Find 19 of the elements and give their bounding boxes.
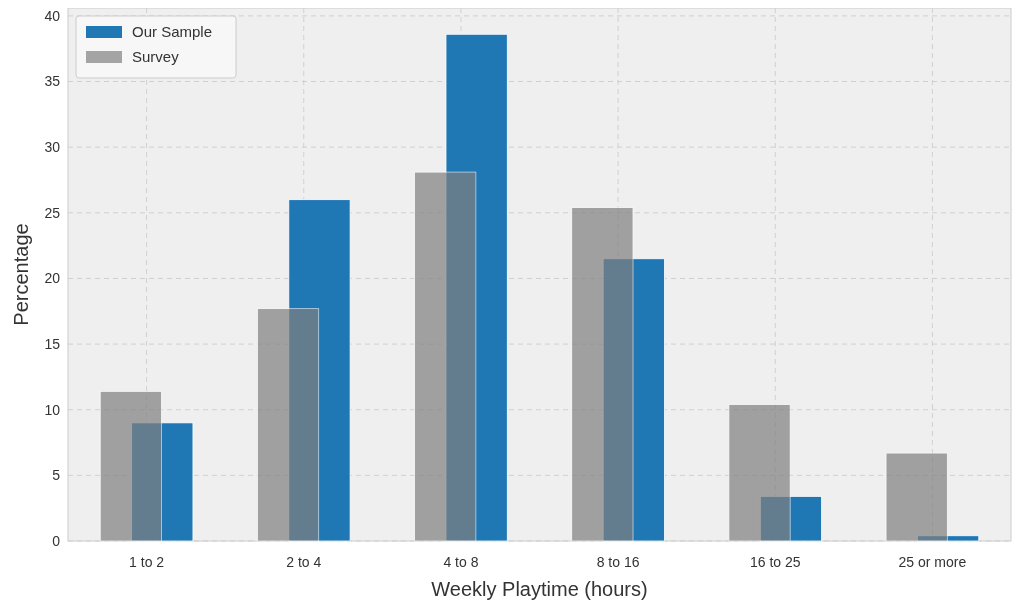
- y-tick-label: 20: [44, 270, 61, 287]
- y-tick-label: 15: [44, 335, 61, 352]
- legend-label: Our Sample: [132, 23, 213, 41]
- y-tick-label: 10: [44, 401, 61, 418]
- x-tick-label: 1 to 2: [129, 554, 165, 570]
- y-tick-label: 5: [52, 467, 61, 484]
- y-tick-label: 0: [52, 532, 61, 549]
- y-tick-label: 25: [44, 204, 61, 221]
- x-tick-label: 4 to 8: [443, 554, 479, 570]
- legend-label: Survey: [132, 48, 180, 66]
- y-tick-label: 30: [44, 139, 61, 156]
- x-tick-label: 16 to 25: [749, 554, 801, 570]
- y-tick-label: 35: [44, 73, 61, 90]
- x-axis-title: Weekly Playtime (hours): [431, 578, 648, 600]
- x-tick-label: 25 or more: [898, 554, 967, 570]
- y-axis-title: Percentage: [10, 223, 32, 326]
- x-tick-label: 2 to 4: [286, 554, 322, 570]
- y-tick-label: 40: [44, 7, 61, 24]
- x-tick-label: 8 to 16: [596, 554, 640, 570]
